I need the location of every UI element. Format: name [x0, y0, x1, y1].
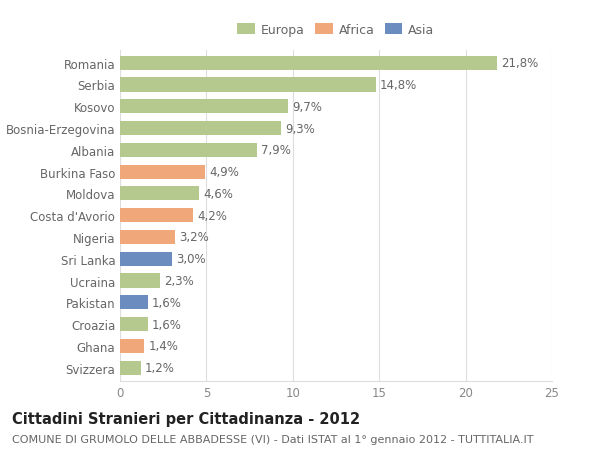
Text: 1,6%: 1,6%	[152, 296, 182, 309]
Bar	[120, 100, 287, 114]
Bar	[120, 143, 257, 157]
Bar	[120, 296, 148, 310]
Legend: Europa, Africa, Asia: Europa, Africa, Asia	[232, 19, 440, 42]
Text: 2,3%: 2,3%	[164, 274, 194, 287]
Bar	[120, 230, 175, 245]
Text: COMUNE DI GRUMOLO DELLE ABBADESSE (VI) - Dati ISTAT al 1° gennaio 2012 - TUTTITA: COMUNE DI GRUMOLO DELLE ABBADESSE (VI) -…	[12, 434, 533, 444]
Bar	[120, 317, 148, 331]
Text: 9,3%: 9,3%	[285, 122, 315, 135]
Text: 21,8%: 21,8%	[501, 57, 538, 70]
Text: 9,7%: 9,7%	[292, 101, 322, 113]
Text: 1,2%: 1,2%	[145, 361, 175, 375]
Bar	[120, 78, 376, 92]
Bar	[120, 165, 205, 179]
Text: 4,9%: 4,9%	[209, 166, 239, 179]
Bar	[120, 122, 281, 136]
Bar	[120, 209, 193, 223]
Bar	[120, 274, 160, 288]
Bar	[120, 187, 199, 201]
Text: 3,0%: 3,0%	[176, 253, 206, 266]
Bar	[120, 361, 141, 375]
Text: 1,4%: 1,4%	[149, 340, 178, 353]
Text: 14,8%: 14,8%	[380, 79, 418, 92]
Text: 3,2%: 3,2%	[179, 231, 209, 244]
Text: 1,6%: 1,6%	[152, 318, 182, 331]
Text: 4,2%: 4,2%	[197, 209, 227, 222]
Bar	[120, 252, 172, 266]
Bar	[120, 339, 144, 353]
Text: 4,6%: 4,6%	[204, 188, 233, 201]
Bar	[120, 56, 497, 71]
Text: Cittadini Stranieri per Cittadinanza - 2012: Cittadini Stranieri per Cittadinanza - 2…	[12, 411, 360, 426]
Text: 7,9%: 7,9%	[261, 144, 291, 157]
